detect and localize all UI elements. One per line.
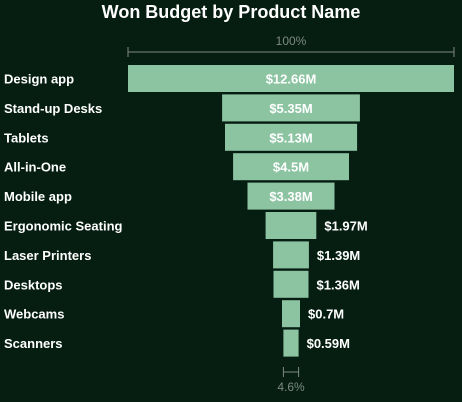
value-label: $1.97M — [324, 219, 367, 234]
funnel-bar[interactable] — [282, 300, 300, 328]
funnel-row[interactable]: Stand-up Desks $5.35M — [4, 94, 360, 122]
category-label: Mobile app — [4, 189, 72, 204]
bottom-percent-ruler — [282, 367, 300, 377]
funnel-bar[interactable] — [265, 212, 317, 239]
funnel-bar[interactable] — [273, 241, 309, 269]
chart-title: Won Budget by Product Name — [102, 2, 361, 22]
funnel-bar[interactable] — [247, 182, 335, 210]
value-label: $0.59M — [307, 336, 350, 351]
top-percent-label: 100% — [276, 34, 307, 48]
funnel-row[interactable]: Tablets $5.13M — [4, 123, 358, 151]
value-label: $4.5M — [273, 160, 309, 175]
category-label: Stand-up Desks — [4, 101, 102, 116]
category-label: All-in-One — [4, 160, 66, 175]
top-percent-ruler — [127, 47, 455, 57]
funnel-row[interactable]: Desktops $1.36M — [4, 270, 360, 298]
value-label: $12.66M — [266, 72, 317, 87]
funnel-bar[interactable] — [222, 94, 360, 122]
value-label: $5.35M — [269, 101, 312, 116]
category-label: Design app — [4, 72, 74, 87]
funnel-row[interactable]: Ergonomic Seating $1.97M — [4, 212, 368, 239]
category-label: Tablets — [4, 130, 49, 145]
funnel-rows: Design app $12.66M Stand-up Desks $5.35M Tab… — [4, 65, 454, 357]
category-label: Ergonomic Seating — [4, 219, 123, 234]
value-label: $5.13M — [269, 130, 312, 145]
category-label: Webcams — [4, 307, 64, 322]
value-label: $3.38M — [269, 189, 312, 204]
funnel-row[interactable]: Scanners $0.59M — [4, 329, 350, 357]
funnel-row[interactable]: All-in-One $4.5M — [4, 153, 349, 181]
category-label: Laser Printers — [4, 248, 91, 263]
funnel-bar[interactable] — [128, 65, 454, 92]
funnel-bar[interactable] — [273, 270, 309, 298]
funnel-row[interactable]: Design app $12.66M — [4, 65, 454, 92]
funnel-bar[interactable] — [225, 123, 358, 151]
category-label: Scanners — [4, 336, 63, 351]
funnel-row[interactable]: Webcams $0.7M — [4, 300, 344, 328]
value-label: $1.39M — [317, 248, 360, 263]
funnel-row[interactable]: Laser Printers $1.39M — [4, 241, 360, 269]
value-label: $0.7M — [308, 307, 344, 322]
category-label: Desktops — [4, 277, 63, 292]
bottom-percent-label: 4.6% — [277, 380, 305, 394]
value-label: $1.36M — [317, 277, 360, 292]
funnel-bar[interactable] — [233, 153, 349, 181]
funnel-row[interactable]: Mobile app $3.38M — [4, 182, 335, 210]
funnel-bar[interactable] — [283, 329, 299, 357]
